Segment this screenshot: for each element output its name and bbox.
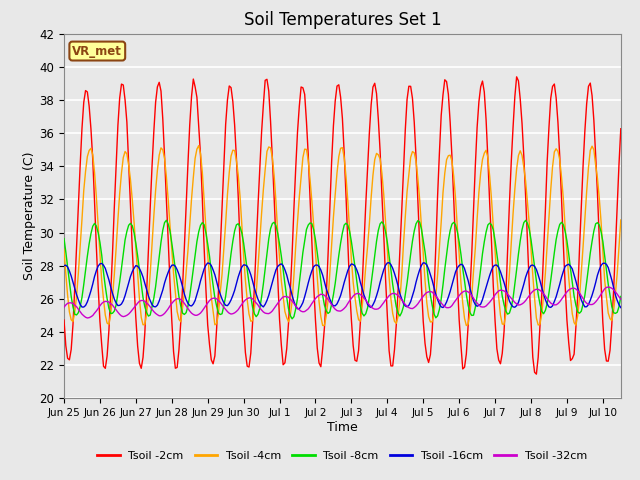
Y-axis label: Soil Temperature (C): Soil Temperature (C) (24, 152, 36, 280)
X-axis label: Time: Time (327, 421, 358, 434)
Title: Soil Temperatures Set 1: Soil Temperatures Set 1 (244, 11, 441, 29)
Legend: Tsoil -2cm, Tsoil -4cm, Tsoil -8cm, Tsoil -16cm, Tsoil -32cm: Tsoil -2cm, Tsoil -4cm, Tsoil -8cm, Tsoi… (93, 447, 592, 466)
Text: VR_met: VR_met (72, 45, 122, 58)
